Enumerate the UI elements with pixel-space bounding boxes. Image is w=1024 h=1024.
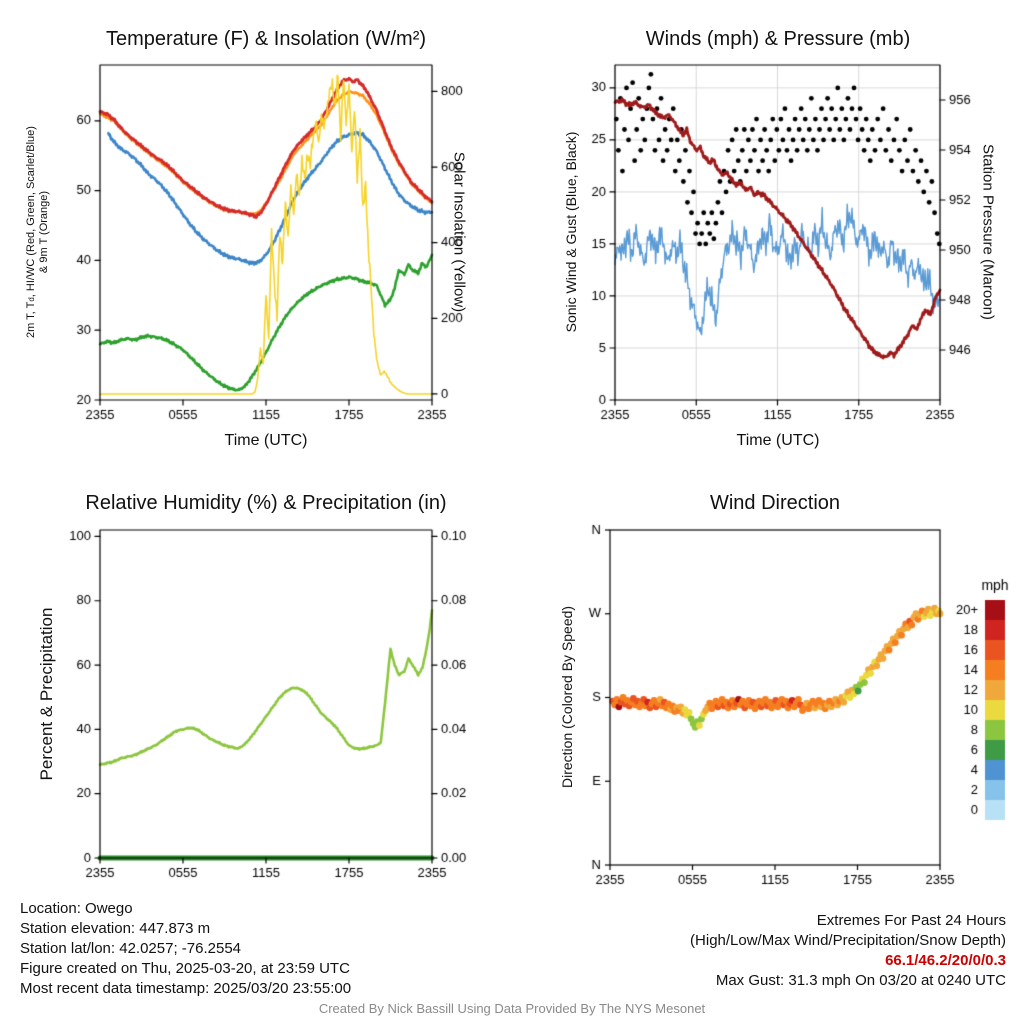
temperature-left-axis-label: 2m T, Td, HI/WC (Red, Green, Scarlet/Blu… xyxy=(25,126,51,338)
winds-chart-title: Winds (mph) & Pressure (mb) xyxy=(645,28,911,50)
winds-pressure-chart xyxy=(545,50,1015,462)
winds-x-axis-label: Time (UTC) xyxy=(736,432,820,449)
extremes-values: 66.1/46.2/20/0/0.3 xyxy=(885,952,1006,969)
wind-direction-chart xyxy=(545,515,1024,900)
max-gust-text: Max Gust: 31.3 mph On 03/20 at 0240 UTC xyxy=(715,972,1006,989)
figure-created-timestamp: Figure created on Thu, 2025-03-20, at 23… xyxy=(20,960,350,977)
axis-label-text: & 9m T (Orange) xyxy=(38,190,50,274)
axis-label-text: 2m T, T xyxy=(25,301,37,338)
station-elevation: Station elevation: 447.873 m xyxy=(20,920,211,937)
extremes-subtitle: (High/Low/Max Wind/Precipitation/Snow De… xyxy=(690,932,1006,949)
credit-line: Created By Nick Bassill Using Data Provi… xyxy=(318,1001,706,1016)
humidity-precipitation-chart xyxy=(30,515,505,900)
humidity-left-axis-label: Percent & Precipitation xyxy=(37,607,56,781)
temperature-chart-title: Temperature (F) & Insolation (W/m²) xyxy=(105,28,427,50)
insolation-right-axis-label: Solar Insolation (Yellow) xyxy=(450,151,468,313)
axis-label-subscript: d xyxy=(27,297,36,302)
direction-left-axis-label: Direction (Colored By Speed) xyxy=(559,605,575,789)
extremes-title: Extremes For Past 24 Hours xyxy=(816,912,1006,929)
most-recent-data-timestamp: Most recent data timestamp: 2025/03/20 2… xyxy=(20,980,352,997)
station-location: Location: Owego xyxy=(20,900,133,917)
station-latlon: Station lat/lon: 42.0257; -76.2554 xyxy=(20,940,242,957)
pressure-right-axis-label: Station Pressure (Maroon) xyxy=(979,144,997,320)
humidity-chart-title: Relative Humidity (%) & Precipitation (i… xyxy=(85,492,447,514)
temperature-insolation-chart xyxy=(30,50,505,462)
axis-label-text: , HI/WC (Red, Green, Scarlet/Blue) xyxy=(25,126,37,298)
extremes-block: Extremes For Past 24 Hours (High/Low/Max… xyxy=(690,911,1006,991)
wind-left-axis-label: Sonic Wind & Gust (Blue, Black) xyxy=(563,131,579,333)
station-info-block: Location: Owego Station elevation: 447.8… xyxy=(20,899,351,999)
temperature-x-axis-label: Time (UTC) xyxy=(224,432,308,449)
wind-direction-chart-title: Wind Direction xyxy=(709,492,841,514)
